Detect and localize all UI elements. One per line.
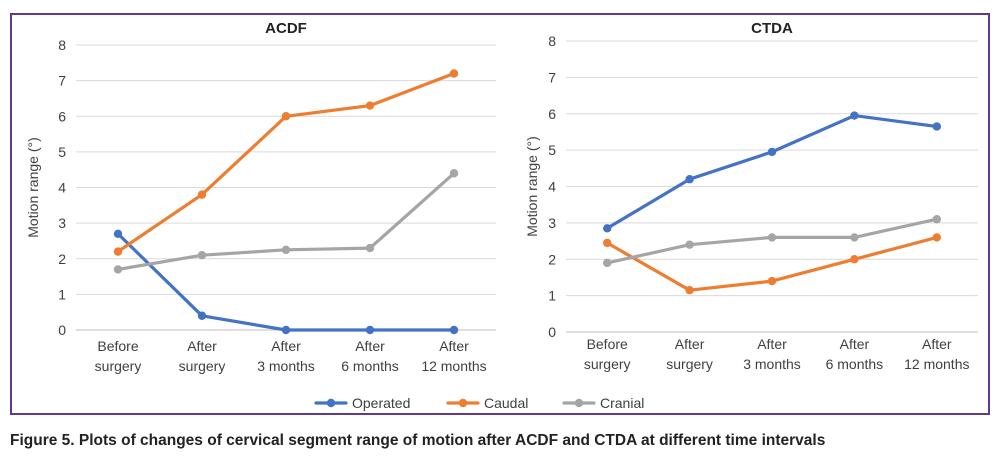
legend: Operated Caudal Cranial <box>314 395 644 411</box>
legend-marker-cranial <box>574 398 584 408</box>
ctda-x-tick-label: After 3 months <box>743 336 801 372</box>
acdf-y-tick-label: 0 <box>58 322 66 338</box>
acdf-series-line-caudal <box>116 71 456 254</box>
acdf-point-operated <box>365 325 375 335</box>
ctda-point-cranial <box>603 258 612 268</box>
ctda-point-operated <box>850 111 859 120</box>
ctda-point-caudal <box>685 285 694 295</box>
figure-caption: Figure 5. Plots of changes of cervical s… <box>10 432 826 449</box>
acdf-point-caudal <box>365 101 375 110</box>
acdf-point-cranial <box>365 243 375 253</box>
ctda-point-operated <box>603 224 612 233</box>
acdf-y-tick-label: 5 <box>58 144 66 160</box>
ctda-y-tick-label: 0 <box>548 324 556 340</box>
ctda-point-caudal <box>603 238 612 248</box>
acdf-chart: ACDF 0 1 2 3 4 5 6 7 8 Motion range (°) Before surge… <box>25 20 496 374</box>
acdf-x-tick-label: After 3 months <box>257 338 315 374</box>
acdf-point-caudal <box>113 247 123 256</box>
acdf-y-tick-label: 4 <box>58 180 66 196</box>
ctda-x-tick-label: After surgery <box>666 336 713 372</box>
ctda-y-tick-label: 2 <box>548 251 556 267</box>
ctda-point-caudal <box>850 255 859 264</box>
ctda-series-line-operated <box>605 113 939 230</box>
ctda-x-tick-label: After 12 months <box>904 336 969 372</box>
acdf-y-axis-title: Motion range (°) <box>25 137 41 238</box>
ctda-point-cranial <box>850 233 859 242</box>
acdf-point-operated <box>281 325 291 335</box>
legend-marker-operated <box>326 398 336 408</box>
acdf-y-tick-label: 2 <box>58 251 66 267</box>
ctda-y-tick-label: 1 <box>548 288 556 304</box>
acdf-y-tick-label: 7 <box>58 73 66 89</box>
acdf-x-tick-label: After 6 months <box>341 338 399 374</box>
acdf-y-tick-label: 1 <box>58 286 66 302</box>
acdf-point-operated <box>449 325 459 335</box>
acdf-point-caudal <box>449 69 459 78</box>
ctda-y-axis-title: Motion range (°) <box>524 136 540 237</box>
acdf-chart-title: ACDF <box>265 20 307 37</box>
ctda-point-caudal <box>932 233 941 242</box>
acdf-point-cranial <box>197 250 207 260</box>
ctda-point-cranial <box>932 215 941 224</box>
legend-marker-caudal <box>458 398 468 408</box>
acdf-point-cranial <box>281 245 291 255</box>
acdf-point-caudal <box>197 190 207 199</box>
acdf-x-tick-label: After 12 months <box>421 338 486 374</box>
acdf-x-tick-label: After surgery <box>179 338 226 374</box>
ctda-point-caudal <box>767 276 777 286</box>
acdf-y-tick-label: 6 <box>58 108 66 124</box>
acdf-point-operated <box>197 311 207 320</box>
ctda-y-tick-label: 8 <box>548 33 556 49</box>
ctda-y-tick-label: 6 <box>548 106 556 122</box>
ctda-y-tick-label: 3 <box>548 215 556 231</box>
ctda-point-cranial <box>767 233 777 242</box>
ctda-y-tick-label: 7 <box>548 69 556 85</box>
legend-label-operated: Operated <box>352 395 410 411</box>
ctda-point-operated <box>685 175 694 184</box>
ctda-point-operated <box>767 147 777 157</box>
legend-label-cranial: Cranial <box>600 395 644 411</box>
legend-label-caudal: Caudal <box>484 395 528 411</box>
ctda-y-tick-label: 5 <box>548 142 556 158</box>
acdf-x-tick-label: Before surgery <box>95 338 142 374</box>
ctda-chart-title: CTDA <box>751 20 793 37</box>
acdf-point-cranial <box>113 265 123 274</box>
acdf-y-tick-label: 3 <box>58 215 66 231</box>
acdf-point-cranial <box>449 169 459 178</box>
ctda-x-tick-label: After 6 months <box>826 336 884 372</box>
ctda-y-tick-label: 4 <box>548 179 556 195</box>
ctda-point-cranial <box>685 240 694 249</box>
ctda-x-tick-label: Before surgery <box>584 336 631 372</box>
ctda-point-operated <box>932 122 941 131</box>
acdf-point-operated <box>113 229 123 239</box>
acdf-y-tick-label: 8 <box>58 37 66 53</box>
acdf-point-caudal <box>281 112 291 121</box>
ctda-chart: CTDA 0 1 2 3 4 5 6 7 8 Motion range (°) Before surge… <box>524 20 978 372</box>
